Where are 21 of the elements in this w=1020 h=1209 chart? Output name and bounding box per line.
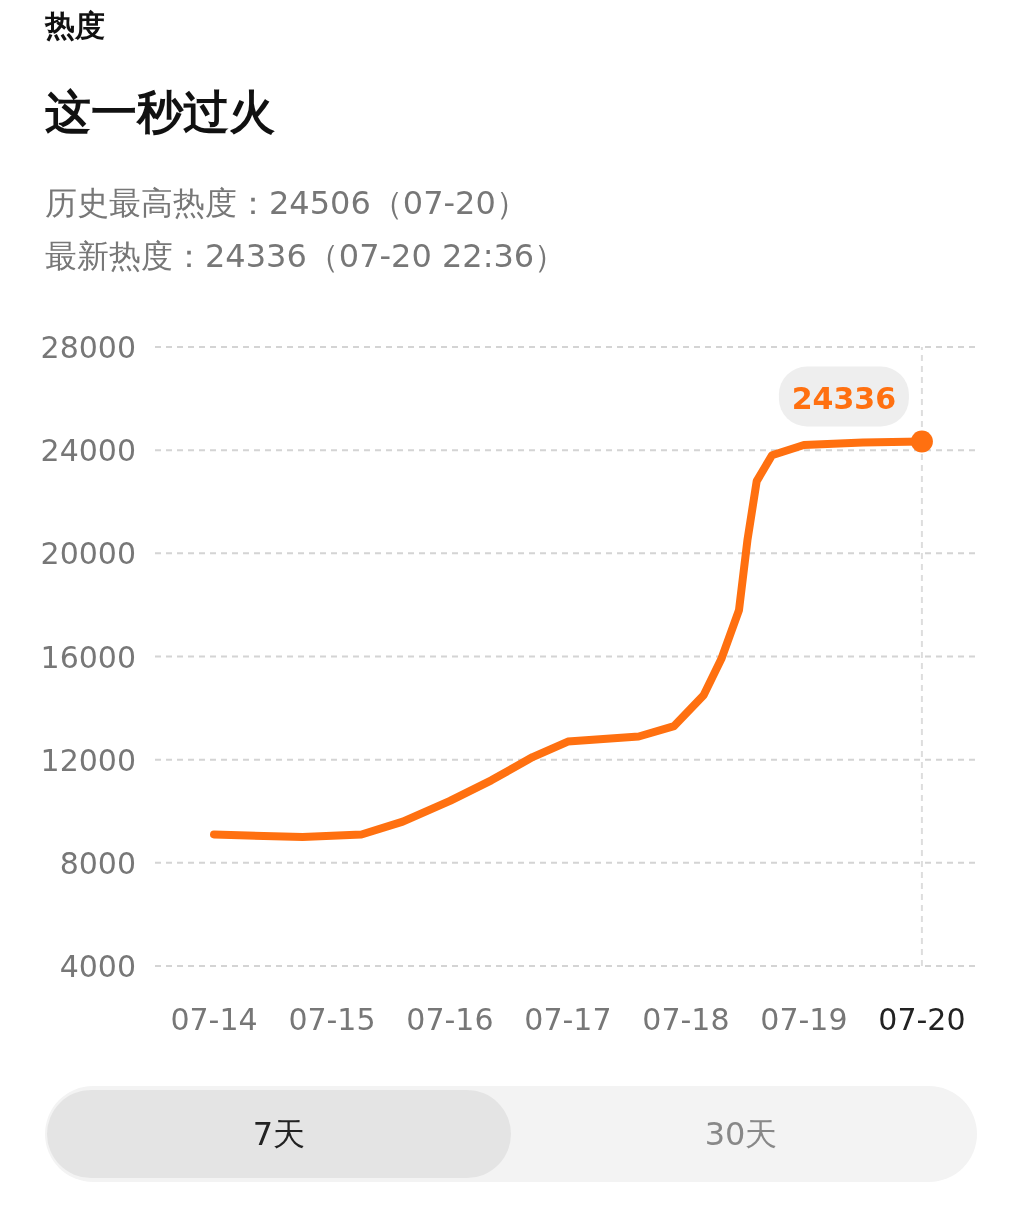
text: 最新热度：24336（07-20 22:36） (45, 237, 567, 275)
text: 热度 (44, 8, 105, 43)
y-tick-label: 24000 (40, 433, 136, 469)
text: 30天 (704, 1115, 778, 1153)
y-tick-label: 4000 (59, 949, 136, 984)
text: 7天 (252, 1115, 306, 1153)
x-tick-label: 07-19 (760, 1002, 848, 1037)
x-tick-label: 07-15 (288, 1002, 376, 1037)
x-tick-label: 07-14 (170, 1002, 258, 1037)
y-tick-label: 8000 (59, 845, 136, 881)
x-tick-label: 07-17 (524, 1002, 612, 1037)
x-tick-label: 07-20 (878, 1002, 966, 1037)
y-tick-label: 28000 (40, 330, 136, 365)
x-tick-label: 07-18 (642, 1002, 730, 1037)
y-tick-label: 20000 (40, 536, 136, 572)
y-tick-label: 16000 (40, 639, 136, 675)
annotation: 24336 (791, 380, 897, 416)
y-tick-label: 12000 (40, 742, 136, 778)
chart-title: 这一秒过火 (45, 85, 275, 139)
chart-subtitle: 历史最高热度：24506（07-20） (45, 184, 528, 222)
x-tick-label: 07-16 (406, 1002, 494, 1037)
